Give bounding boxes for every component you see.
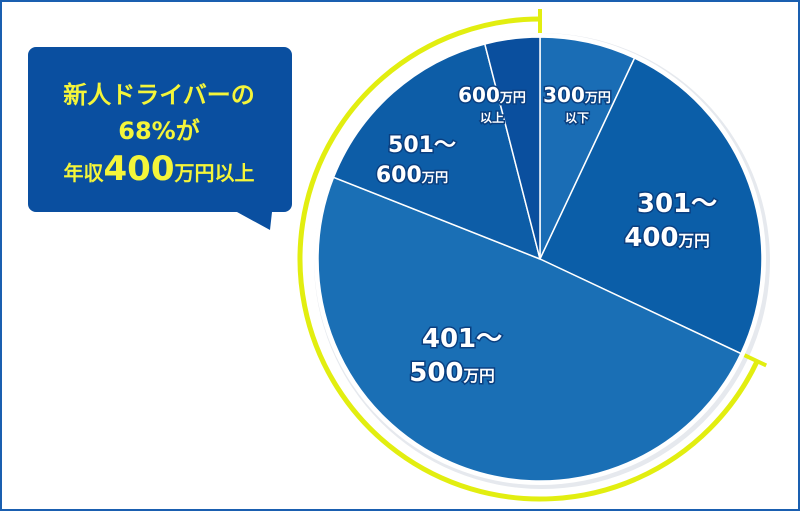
callout-line3-prefix: 年収: [64, 161, 105, 185]
slice-label: 401～ 500万円: [409, 324, 502, 388]
slice-label: 501～ 600万円: [376, 133, 456, 188]
slice-label-range-end: 500: [409, 358, 463, 388]
slice-label-sub: 以下: [565, 111, 589, 125]
pie-slice: [539, 57, 763, 355]
slice-label: 301～ 400万円: [624, 189, 717, 253]
pie-slice: [483, 36, 541, 260]
highlight-arc-tick: [743, 353, 768, 368]
slice-label-sub: 以上: [480, 110, 504, 125]
slice-label: 300万円以下: [543, 83, 611, 125]
slice-label-value: 600: [458, 83, 500, 107]
callout-shape: [28, 47, 292, 230]
callout-bubble: 新人ドライバーの 68%が 年収400万円以上: [28, 47, 292, 230]
slice-label-value: 300: [543, 83, 585, 107]
slice-label-range-start: 501～: [388, 133, 456, 158]
slice-label-range-start: 301～: [637, 189, 717, 219]
slice-label-unit: 万円: [421, 170, 448, 186]
slice-label-range-end: 600: [376, 163, 422, 188]
callout-line3: 年収400万円以上: [64, 149, 255, 189]
slice-label-range-end: 400: [624, 223, 678, 253]
slice-label-unit: 万円: [584, 91, 611, 106]
slice-label: 600万円以上: [458, 83, 526, 125]
callout-line2: 68%が: [118, 117, 199, 145]
callout-line1: 新人ドライバーの: [63, 81, 255, 109]
slice-label-unit: 万円: [499, 91, 526, 106]
slice-label-unit: 万円: [678, 232, 710, 250]
pie-slice: [332, 43, 542, 261]
highlight-arc: [297, 16, 760, 502]
callout-line3-suffix: 万円以上: [173, 161, 254, 185]
slice-label-range-start: 401～: [422, 324, 502, 354]
callout-line3-number: 400: [104, 149, 175, 189]
slice-label-unit: 万円: [463, 367, 495, 385]
pie-slice: [317, 176, 742, 482]
